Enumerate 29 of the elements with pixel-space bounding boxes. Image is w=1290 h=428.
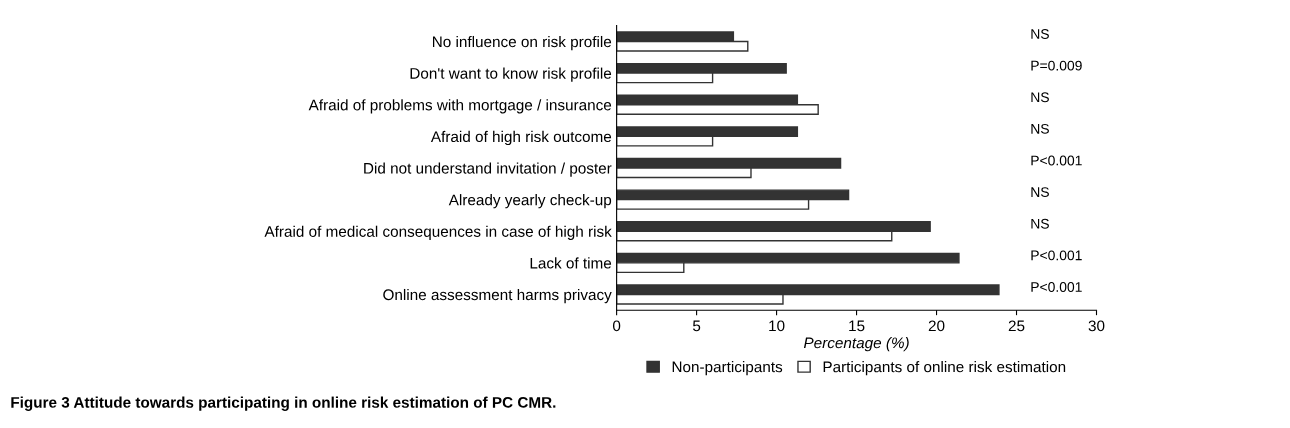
legend-label: Non-participants bbox=[672, 361, 783, 376]
x-tick-label: 30 bbox=[1088, 320, 1105, 332]
annotation: NS bbox=[1031, 92, 1049, 103]
caption: Figure 3 Attitude towards participating in online risk estimation of PC CMR. bbox=[11, 396, 556, 411]
y-tick-label: Afraid of problems with mortgage / insurance bbox=[308, 99, 612, 114]
annotation: NS bbox=[1031, 123, 1049, 134]
annotation: P<0.001 bbox=[1031, 250, 1082, 261]
y-tick-label: No influence on risk profile bbox=[432, 35, 612, 51]
x-tick-label: 5 bbox=[692, 320, 701, 332]
x-tick-label: 20 bbox=[928, 320, 945, 332]
y-tick-label: Already yearly check-up bbox=[448, 194, 612, 209]
x-tick-label: 25 bbox=[1008, 320, 1025, 332]
y-tick-label: Afraid of medical consequences in case of high risk bbox=[264, 225, 612, 240]
annotation: P=0.009 bbox=[1031, 60, 1082, 71]
annotation: NS bbox=[1031, 218, 1049, 229]
annotation: NS bbox=[1031, 29, 1049, 39]
y-tick-label: Afraid of high risk outcome bbox=[430, 130, 612, 146]
x-tick-label: 0 bbox=[612, 320, 621, 332]
y-tick-label: Don't want to know risk profile bbox=[410, 67, 612, 82]
y-tick-label: Lack of time bbox=[530, 257, 612, 269]
annotation: P<0.001 bbox=[1031, 282, 1082, 292]
y-tick-label: Online assessment harms privacy bbox=[383, 288, 612, 304]
y-tick-label: Did not understand invitation / poster bbox=[364, 162, 612, 177]
legend-label: Participants of online risk estimation bbox=[823, 361, 1066, 376]
x-tick-label: 15 bbox=[849, 320, 865, 332]
annotation: P<0.001 bbox=[1031, 155, 1082, 166]
x-axis-title: Percentage (%) bbox=[803, 337, 909, 352]
x-tick-label: 10 bbox=[769, 320, 785, 332]
annotation: NS bbox=[1031, 187, 1049, 198]
